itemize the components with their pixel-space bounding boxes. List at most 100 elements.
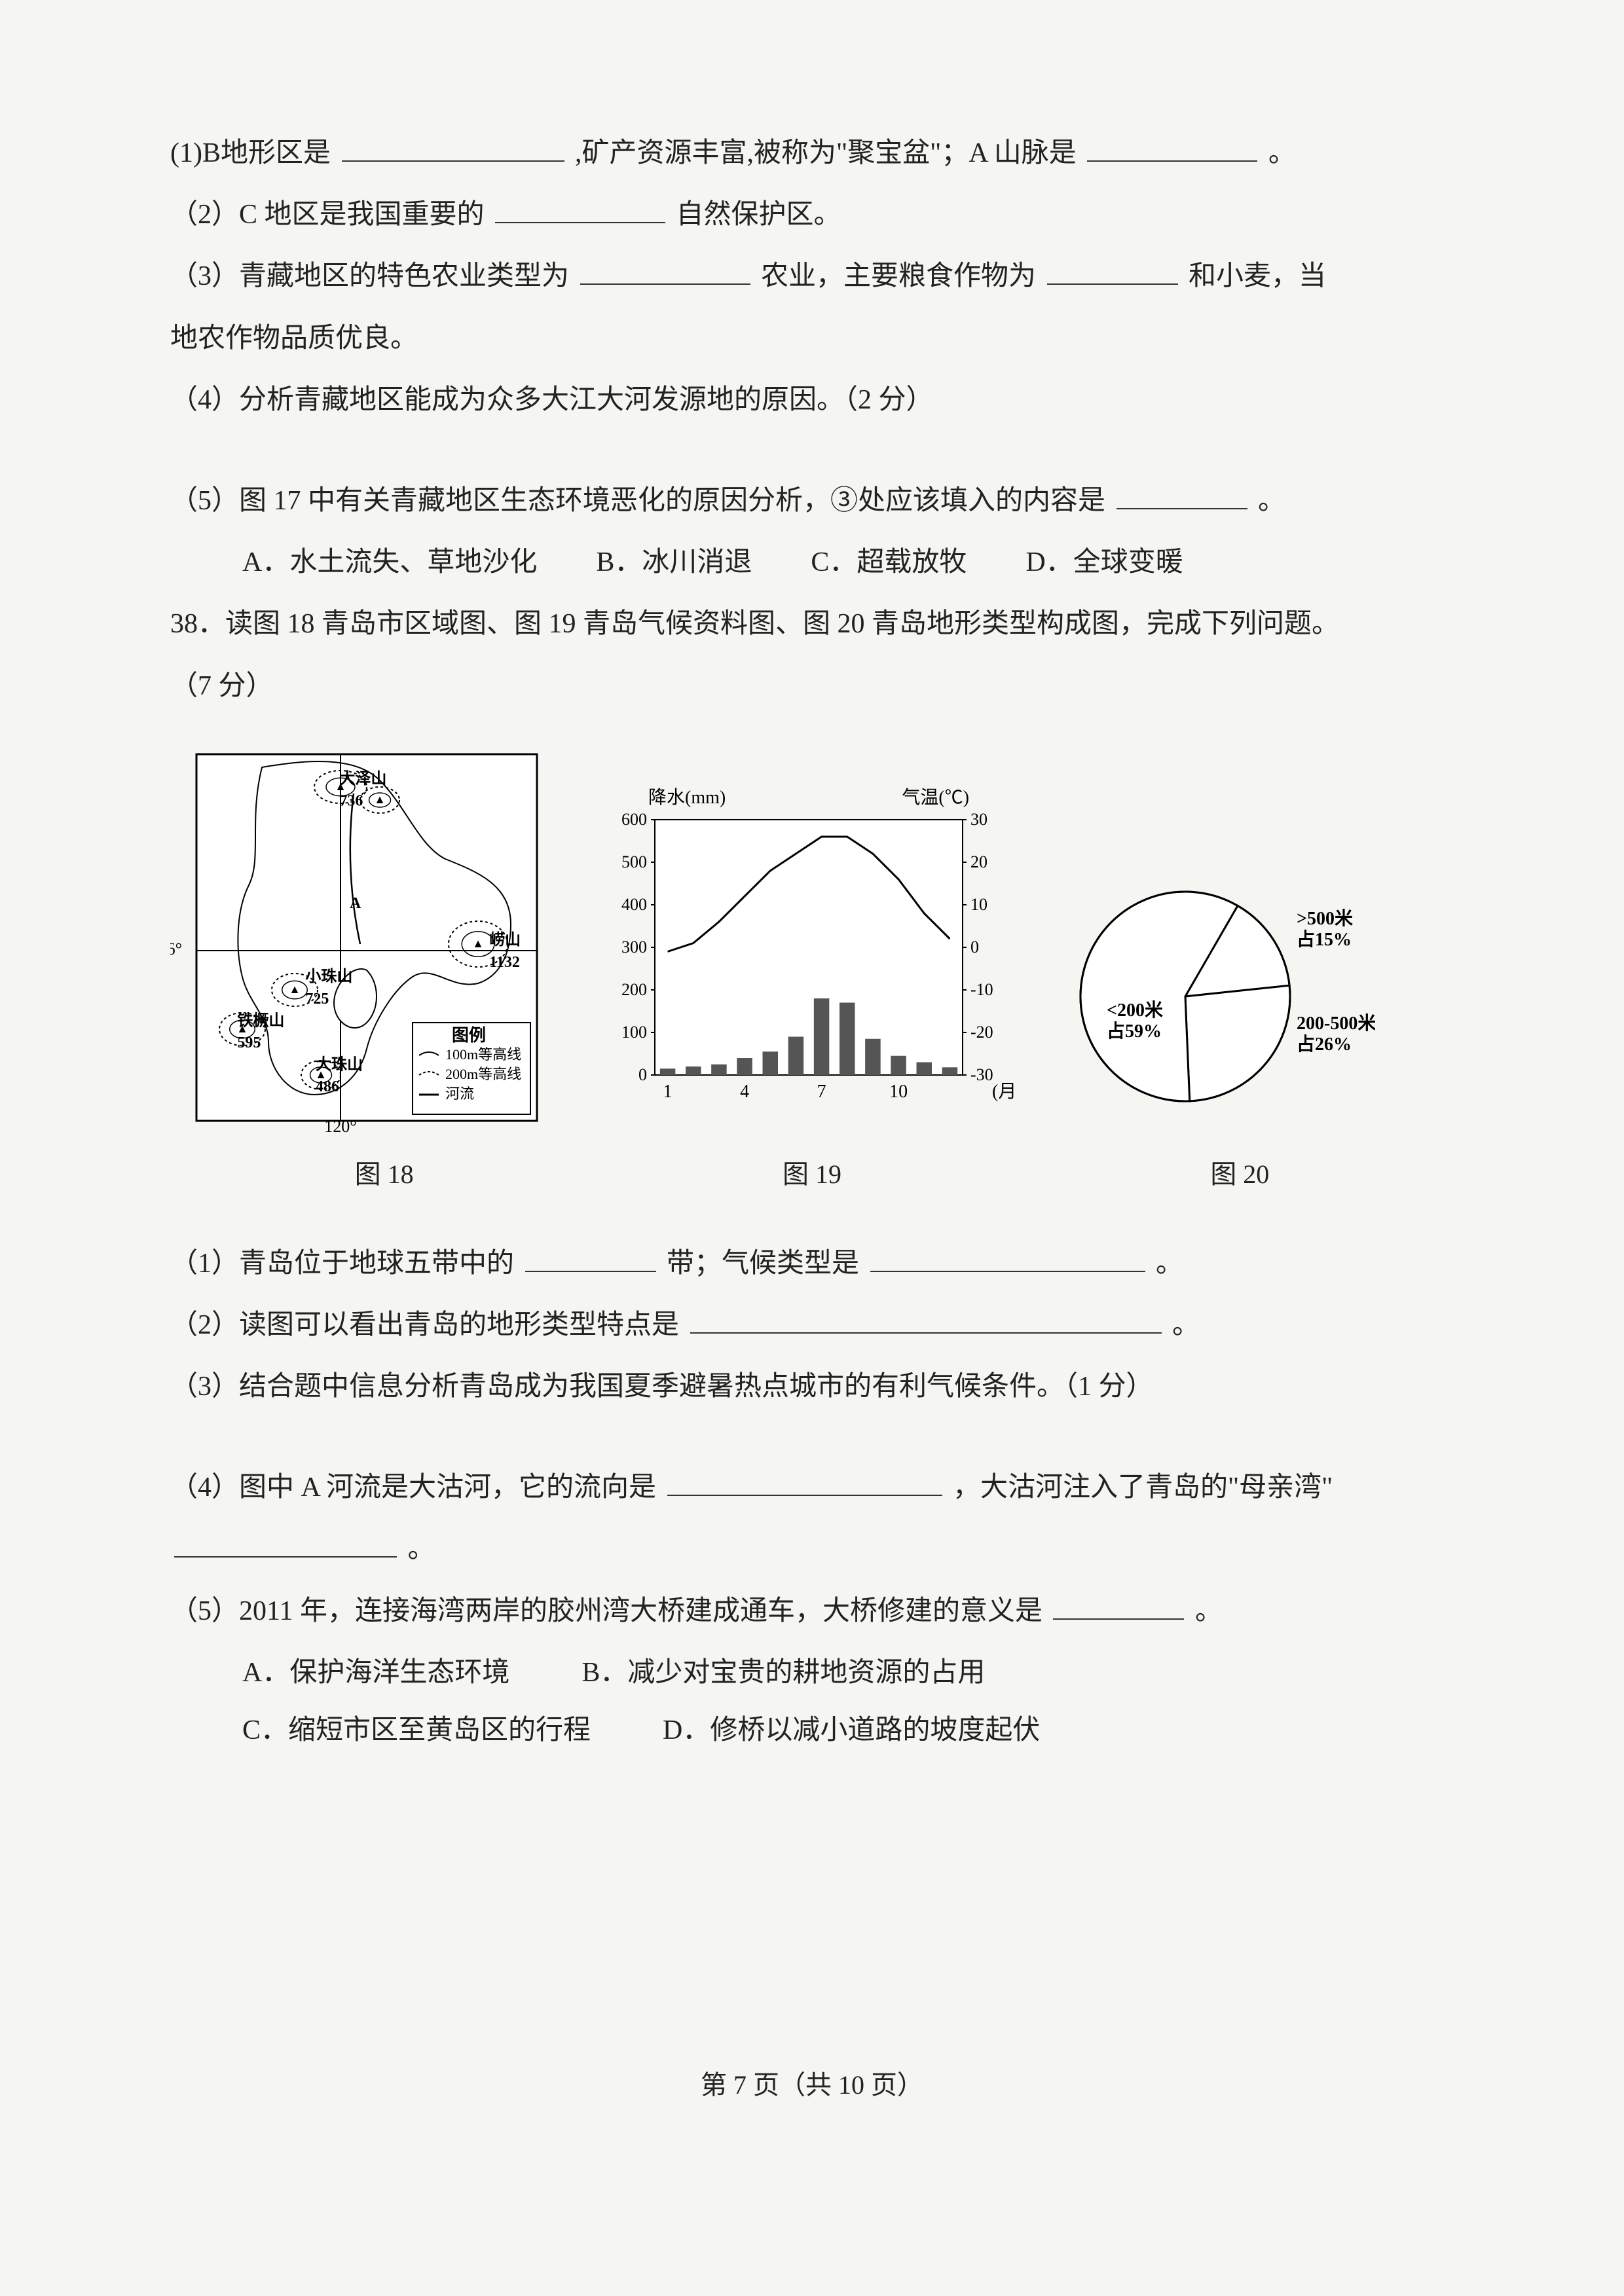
fig20-label: 图 20 (1028, 1147, 1452, 1202)
answer-space (170, 1419, 1454, 1459)
answer-space (170, 433, 1454, 472)
svg-text:占59%: 占59% (1107, 1021, 1162, 1042)
fig20-pie-chart: >500米占15% 200-500米占26% <200米占59% (1048, 846, 1375, 1134)
blank (667, 1462, 942, 1496)
svg-text:0: 0 (638, 1065, 647, 1084)
q38-p2: （2）读图可以看出青岛的地形类型特点是 。 (170, 1296, 1454, 1354)
svg-text:30: 30 (970, 810, 987, 829)
text: 38．读图 18 青岛市区域图、图 19 青岛气候资料图、图 20 青岛地形类型… (170, 609, 1339, 639)
blank (342, 128, 564, 162)
text: （3）结合题中信息分析青岛成为我国夏季避暑热点城市的有利气候条件。（1 分） (170, 1372, 1154, 1402)
svg-text:0: 0 (970, 938, 979, 957)
svg-text:-30: -30 (970, 1065, 993, 1084)
svg-text:<200米: <200米 (1107, 1000, 1163, 1021)
blank (1047, 251, 1178, 285)
figures-row: 36°120°▲▲▲▲▲▲大泽山736A崂山1132小珠山725铁橛山595大珠… (170, 741, 1454, 1134)
svg-text:4: 4 (740, 1082, 749, 1102)
svg-text:486: 486 (316, 1078, 339, 1095)
option-c: C．超载放牧 (811, 534, 967, 591)
svg-text:400: 400 (621, 895, 647, 914)
text: （3）青藏地区的特色农业类型为 (170, 261, 569, 291)
svg-text:崂山: 崂山 (489, 931, 521, 949)
q38-options-row1: A．保护海洋生态环境 B．减少对宝贵的耕地资源的占用 (170, 1644, 1454, 1702)
blank (1087, 128, 1257, 162)
blank (580, 251, 750, 285)
text: （4）分析青藏地区能成为众多大江大河发源地的原因。（2 分） (170, 385, 934, 415)
svg-text:-20: -20 (970, 1023, 993, 1042)
q38-head: 38．读图 18 青岛市区域图、图 19 青岛气候资料图、图 20 青岛地形类型… (170, 595, 1454, 653)
svg-text:占15%: 占15% (1297, 929, 1352, 950)
svg-text:100m等高线: 100m等高线 (445, 1046, 521, 1063)
q37-p3: （3）青藏地区的特色农业类型为 农业，主要粮食作物为 和小麦，当 (170, 247, 1454, 305)
svg-text:▲: ▲ (472, 937, 484, 950)
svg-text:500: 500 (621, 852, 647, 871)
svg-text:200m等高线: 200m等高线 (445, 1066, 521, 1082)
text: ，大沽河注入了青岛的"母亲湾" (953, 1472, 1333, 1503)
q38-p3: （3）结合题中信息分析青岛成为我国夏季避暑热点城市的有利气候条件。（1 分） (170, 1358, 1454, 1415)
svg-text:占26%: 占26% (1297, 1034, 1352, 1055)
fig18-map: 36°120°▲▲▲▲▲▲大泽山736A崂山1132小珠山725铁橛山595大珠… (170, 741, 563, 1134)
blank (870, 1237, 1145, 1271)
svg-text:-10: -10 (970, 980, 993, 999)
q38-p1: （1）青岛位于地球五带中的 带；气候类型是 。 (170, 1235, 1454, 1292)
option-d: D．修桥以减小道路的坡度起伏 (663, 1702, 1040, 1759)
q37-options: A．水土流失、草地沙化 B．冰川消退 C．超载放牧 D．全球变暖 (170, 534, 1454, 591)
text: 农业，主要粮食作物为 (761, 261, 1036, 291)
figure-labels: 图 18 图 19 图 20 (170, 1147, 1454, 1202)
q38-options-row2: C．缩短市区至黄岛区的行程 D．修桥以减小道路的坡度起伏 (170, 1702, 1454, 1759)
svg-text:100: 100 (621, 1023, 647, 1042)
text: （2）C 地区是我国重要的 (170, 200, 485, 230)
svg-text:200-500米: 200-500米 (1297, 1013, 1375, 1034)
svg-text:600: 600 (621, 810, 647, 829)
svg-text:725: 725 (305, 990, 329, 1007)
text: （4）图中 A 河流是大沽河，它的流向是 (170, 1472, 656, 1503)
text: (1)B地形区是 (170, 138, 331, 168)
blank (525, 1237, 656, 1271)
q37-p1: (1)B地形区是 ,矿产资源丰富,被称为"聚宝盆"；A 山脉是 。 (170, 124, 1454, 182)
svg-text:▲: ▲ (289, 983, 301, 996)
option-c: C．缩短市区至黄岛区的行程 (242, 1702, 591, 1759)
svg-text:1132: 1132 (489, 953, 520, 970)
exam-page: (1)B地形区是 ,矿产资源丰富,被称为"聚宝盆"；A 山脉是 。 （2）C 地… (0, 0, 1624, 2296)
option-b: B．减少对宝贵的耕地资源的占用 (581, 1644, 985, 1702)
svg-text:200: 200 (621, 980, 647, 999)
text: （2）读图可以看出青岛的地形类型特点是 (170, 1310, 679, 1340)
svg-text:降水(mm): 降水(mm) (648, 787, 726, 808)
blank (174, 1523, 397, 1558)
option-b: B．冰川消退 (596, 534, 752, 591)
option-d: D．全球变暖 (1025, 534, 1183, 591)
q38-p4b: 。 (170, 1520, 1454, 1578)
blank (690, 1299, 1162, 1333)
svg-text:10: 10 (889, 1082, 908, 1102)
text: 。 (1258, 486, 1285, 516)
svg-text:595: 595 (237, 1034, 261, 1051)
svg-text:气温(℃): 气温(℃) (902, 787, 969, 808)
text: 带；气候类型是 (667, 1248, 859, 1279)
option-a: A．保护海洋生态环境 (242, 1644, 509, 1702)
text: （5）图 17 中有关青藏地区生态环境恶化的原因分析，③处应该填入的内容是 (170, 486, 1105, 516)
text: 。 (1172, 1310, 1200, 1340)
fig18-label: 图 18 (172, 1147, 596, 1202)
svg-text:10: 10 (970, 895, 987, 914)
option-a: A．水土流失、草地沙化 (242, 534, 537, 591)
q38-p4: （4）图中 A 河流是大沽河，它的流向是 ，大沽河注入了青岛的"母亲湾" (170, 1459, 1454, 1516)
text: 自然保护区。 (676, 200, 841, 230)
text: 。 (1156, 1248, 1183, 1279)
text: （7 分） (170, 671, 274, 701)
svg-text:小珠山: 小珠山 (305, 968, 352, 985)
svg-text:大珠山: 大珠山 (316, 1055, 363, 1073)
text: （5）2011 年，连接海湾两岸的胶州湾大桥建成通车，大桥修建的意义是 (170, 1596, 1043, 1626)
q37-p3b: 地农作物品质优良。 (170, 310, 1454, 367)
text: 。 (1268, 138, 1296, 168)
blank (495, 189, 665, 223)
svg-text:>500米: >500米 (1297, 908, 1353, 929)
svg-text:铁橛山: 铁橛山 (237, 1011, 284, 1029)
fig19-climate-chart: 降水(mm)气温(℃)0100200300400500600-30-20-100… (596, 780, 1015, 1134)
text: （1）青岛位于地球五带中的 (170, 1248, 514, 1279)
text: 。 (1195, 1596, 1223, 1626)
q38-p5: （5）2011 年，连接海湾两岸的胶州湾大桥建成通车，大桥修建的意义是 。 (170, 1582, 1454, 1640)
blank (1053, 1585, 1184, 1619)
text: 。 (408, 1534, 435, 1564)
svg-text:36°: 36° (170, 939, 182, 958)
svg-text:河流: 河流 (445, 1085, 474, 1102)
